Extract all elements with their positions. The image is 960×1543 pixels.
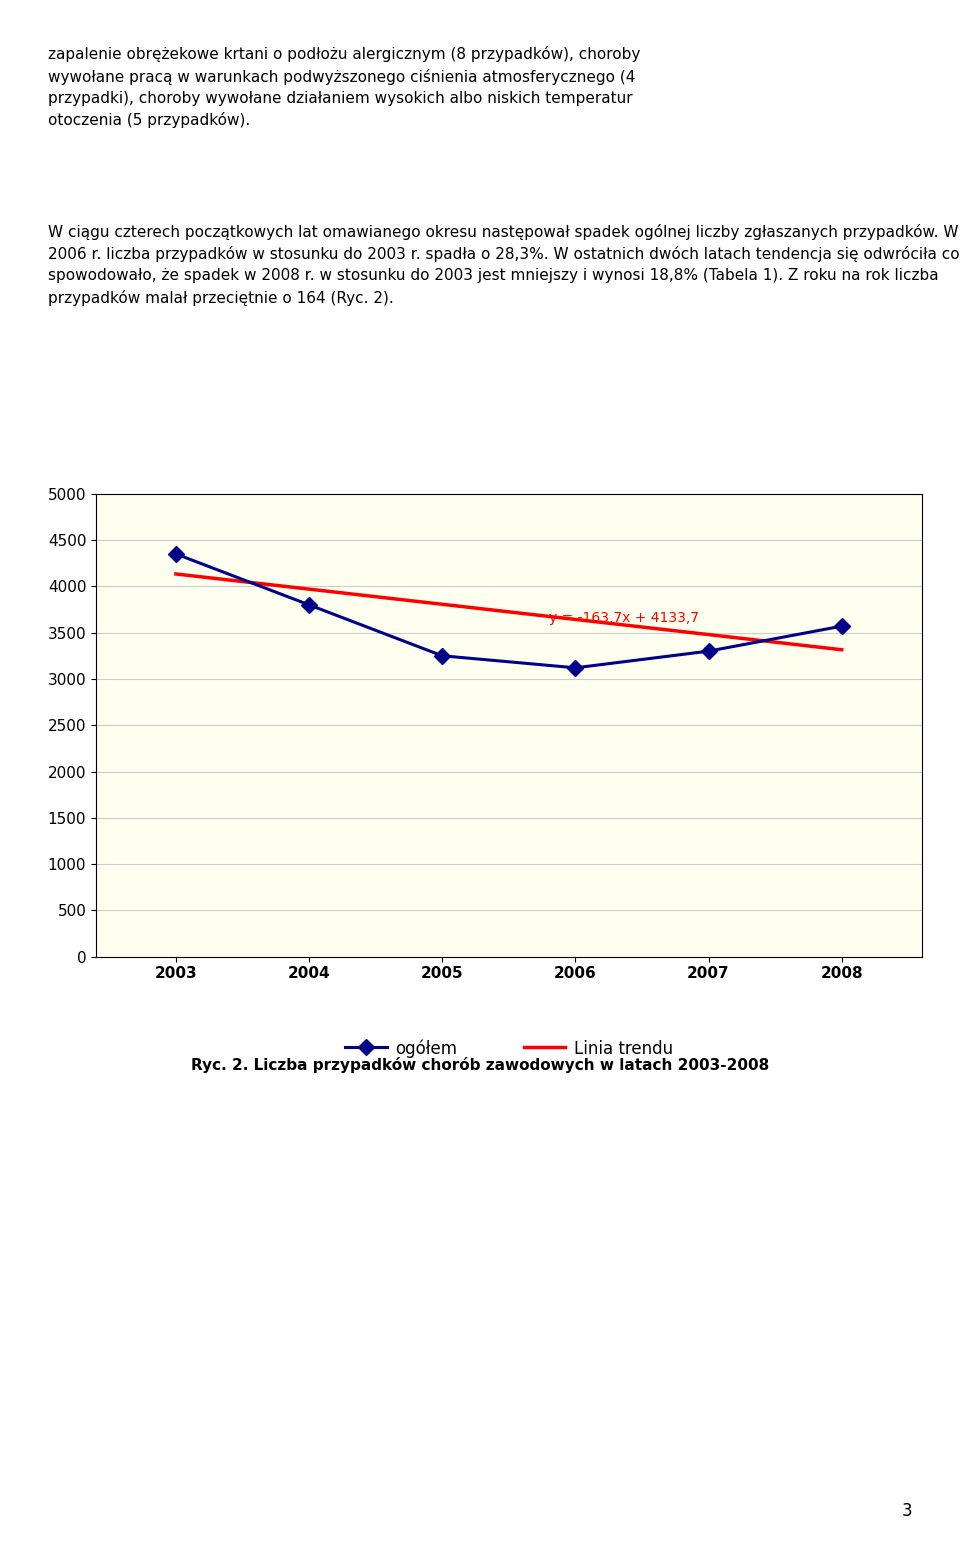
Text: zapalenie obrężekowe krtani o podłożu alergicznym (8 przypadków), choroby
wywoła: zapalenie obrężekowe krtani o podłożu al… bbox=[48, 46, 640, 128]
Text: y = -163,7x + 4133,7: y = -163,7x + 4133,7 bbox=[549, 611, 699, 625]
Legend: ogółem, Linia trendu: ogółem, Linia trendu bbox=[345, 1038, 673, 1057]
Text: Ryc. 2. Liczba przypadków chorób zawodowych w latach 2003-2008: Ryc. 2. Liczba przypadków chorób zawodow… bbox=[191, 1057, 769, 1072]
Text: W ciągu czterech początkowych lat omawianego okresu następował spadek ogólnej li: W ciągu czterech początkowych lat omawia… bbox=[48, 224, 960, 306]
Text: 3: 3 bbox=[901, 1501, 912, 1520]
